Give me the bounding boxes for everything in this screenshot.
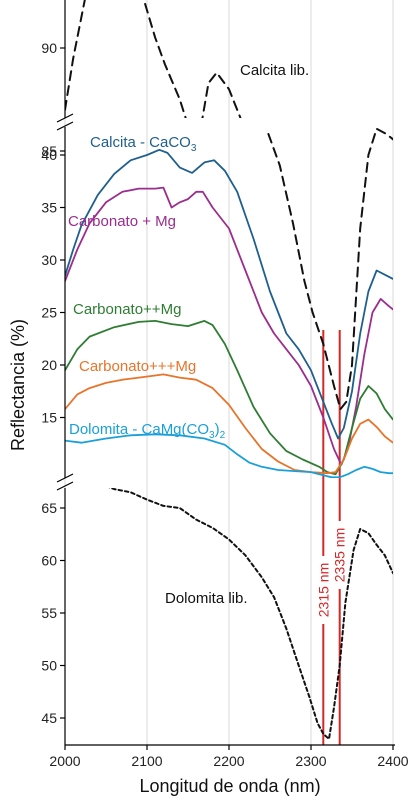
- series-label-1: Calcita lib.: [240, 62, 309, 79]
- series-line-calcita-caco3-middle: [65, 148, 393, 440]
- series-line-calcita-lib--top: [65, 0, 242, 118]
- svg-text:2335 nm: 2335 nm: [332, 528, 348, 582]
- series-line-carbonato-mg-middle: [65, 186, 393, 466]
- y-tick-label-35: 35: [41, 200, 57, 216]
- axis-break-mark: [56, 473, 74, 483]
- series-line-dolomita-camg-co3-2-middle: [65, 433, 393, 478]
- x-tick-label-2200: 2200: [213, 753, 244, 769]
- axes: [56, 0, 395, 746]
- series-label-5: Carbonato+++Mg: [79, 358, 196, 375]
- y-tick-label-20: 20: [41, 357, 57, 373]
- x-tick-label-2100: 2100: [131, 753, 162, 769]
- y-tick-label-55: 55: [41, 605, 57, 621]
- y-tick-label-85: 85: [41, 143, 57, 159]
- axis-break-mark: [56, 113, 74, 123]
- x-tick-label-2000: 2000: [49, 753, 80, 769]
- series-label-2: Calcita - CaCO3: [90, 134, 197, 154]
- axis-break-mark: [56, 481, 74, 491]
- series-label-4: Carbonato++Mg: [73, 301, 181, 318]
- marker-label-2335: 2335 nm: [330, 521, 349, 589]
- series-lines: [65, 0, 393, 740]
- y-tick-label-45: 45: [41, 710, 57, 726]
- svg-text:2315 nm: 2315 nm: [315, 563, 331, 617]
- series-label-6: Dolomita - CaMg(CO3)2: [69, 421, 226, 441]
- series-label-3: Carbonato + Mg: [68, 213, 176, 230]
- axis-break-mark: [56, 121, 74, 131]
- y-tick-label-65: 65: [41, 500, 57, 516]
- y-tick-label-60: 60: [41, 553, 57, 569]
- x-axis-title: Longitud de onda (nm): [139, 776, 320, 796]
- marker-label-2315: 2315 nm: [314, 556, 333, 624]
- series-line-calcita-lib--middle: [267, 127, 393, 411]
- y-tick-label-50: 50: [41, 658, 57, 674]
- y-tick-label-30: 30: [41, 252, 57, 268]
- series-label-7: Dolomita lib.: [165, 590, 248, 607]
- x-tick-label-2300: 2300: [295, 753, 326, 769]
- y-axis-title: Reflectancia (%): [8, 319, 28, 451]
- series-line-dolomita-lib--bottom: [108, 488, 393, 740]
- series-line-carbonato-mg-middle: [65, 373, 393, 475]
- y-tick-label-40: 40: [41, 147, 57, 163]
- tick-labels: 85 90 15 20 25 30 35 40 45 50 55 60 65 2000 2100 2200 23…: [41, 40, 408, 769]
- y-tick-label-90: 90: [41, 40, 57, 56]
- x-tick-label-2400: 2400: [377, 753, 408, 769]
- y-tick-label-15: 15: [41, 410, 57, 426]
- series-labels: Calcita lib. Calcita - CaCO3 Carbonato + M…: [68, 62, 309, 607]
- y-tick-label-25: 25: [41, 305, 57, 321]
- series-line-carbonato-mg-middle: [65, 320, 393, 476]
